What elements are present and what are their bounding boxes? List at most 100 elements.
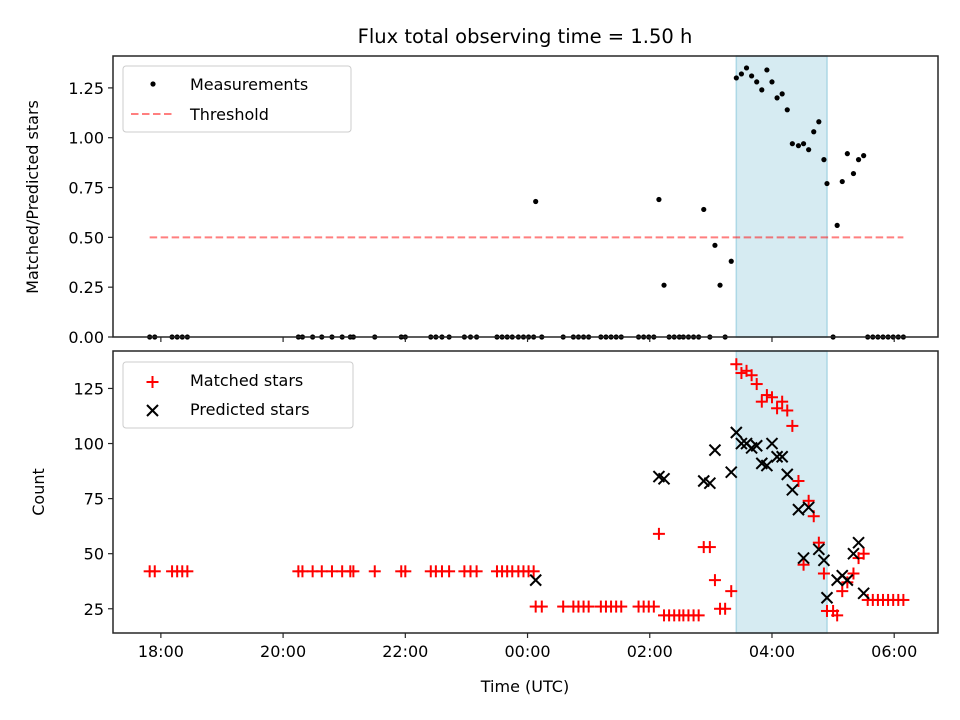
measurements-point [769,79,775,85]
legend-predicted-label: Predicted stars [190,400,310,419]
legend-threshold-label: Threshold [189,105,269,124]
x-tick-label: 00:00 [504,642,550,661]
matched-stars-point [719,602,732,615]
predicted-stars-point [817,554,831,567]
chart-title: Flux total observing time = 1.50 h [358,25,693,48]
matched-stars-point [750,378,763,391]
measurements-point [728,258,734,264]
x-tick-label: 20:00 [260,642,306,661]
measurements-point [811,129,817,135]
predicted-stars-point [735,437,748,450]
observing-window-span [735,350,828,634]
matched-stars-point [582,600,595,613]
predicted-stars-point [730,426,743,439]
matched-stars-point [443,565,456,578]
matched-stars-point [470,565,483,578]
legend-matched-marker [146,376,159,388]
measurements-point [733,75,739,81]
measurements-point [821,157,827,163]
measurements-point [824,180,830,187]
matched-stars-point [315,565,328,578]
matched-stars-point [771,402,784,415]
measurements-point [717,282,723,288]
measurements-point [533,198,539,205]
x-axis-label: Time (UTC) [480,677,569,696]
matched-stars-point [735,367,748,380]
matched-stars-point [647,600,660,613]
measurements-point [850,170,857,177]
matched-stars-point [847,567,860,580]
matched-stars-point [841,576,854,589]
matched-stars-point [181,565,194,578]
predicted-stars-point [760,459,774,472]
predicted-stars-point [786,483,799,497]
predicted-stars-point [857,587,870,600]
predicted-stars-point [775,450,789,463]
x-tick-label: 06:00 [871,642,917,661]
predicted-stars-point [797,551,810,565]
measurements-point [774,95,780,101]
matched-stars-point [897,593,910,606]
predicted-stars-point [802,501,815,514]
top-y-axis-label: Matched/Predicted stars [23,100,42,294]
predicted-stars-point [765,437,779,450]
predicted-stars-point [852,536,865,549]
matched-stars-point [708,574,721,587]
predicted-stars-point [703,476,717,490]
measurements-point [816,119,822,125]
bottom-panel: 25 50 75 100 125 18:00 20:00 22:00 00:00 02:00 04… [29,350,939,696]
y-tick-label: 0.50 [68,228,104,247]
measurements-point [844,151,850,157]
measurements-point [834,222,840,228]
matched-stars-point [725,585,738,598]
y-tick-label: 50 [84,545,104,564]
measurements-point [656,196,662,203]
measurements-point [712,242,718,248]
measurements-point [789,141,795,147]
matched-stars-point [615,600,628,613]
matched-stars-point [325,565,338,578]
matched-stars-point [557,600,570,613]
measurements-point [764,67,770,73]
predicted-stars-point [708,443,722,457]
bottom-axes-frame [112,350,939,634]
y-tick-label: 100 [73,435,104,454]
legend-predicted-marker [146,404,159,417]
matched-stars-point [535,600,548,613]
bottom-legend-box [122,361,354,429]
matched-stars-point [760,389,773,402]
y-tick-label: 0.75 [68,179,104,198]
measurements-point [743,65,750,71]
predicted-stars-point [847,547,860,560]
matched-stars-point [812,536,825,549]
predicted-stars-point [820,591,834,604]
legend-measurements-label: Measurements [190,75,308,94]
matched-stars-point [776,395,789,408]
measurements-point [749,73,755,79]
legend-matched-label: Matched stars [190,371,303,390]
matched-stars-point [148,565,161,578]
matched-stars-point [296,565,309,578]
top-panel: 0.00 0.25 0.50 0.75 1.00 1.25 Matched/Predict… [23,55,939,347]
measurements-point [701,206,707,213]
predicted-stars-point [792,503,805,516]
measurements-point [795,143,802,149]
predicted-stars-point [770,450,784,463]
matched-stars-point [781,404,794,417]
y-tick-label: 0.00 [68,328,104,347]
matched-stars-point [692,609,705,622]
measurements-point [806,147,812,153]
matched-stars-point [399,565,412,578]
x-tick-label: 22:00 [382,642,428,661]
matched-stars-point [755,395,768,408]
y-tick-label: 1.00 [68,129,104,148]
x-tick-label: 18:00 [138,642,184,661]
measurements-point [800,141,807,147]
measurements-point [754,79,760,85]
matched-stars-point [857,547,870,560]
matched-stars-point [802,494,815,507]
matched-stars-point [703,541,716,554]
measurements-point [661,282,667,288]
y-tick-label: 0.25 [68,278,104,297]
